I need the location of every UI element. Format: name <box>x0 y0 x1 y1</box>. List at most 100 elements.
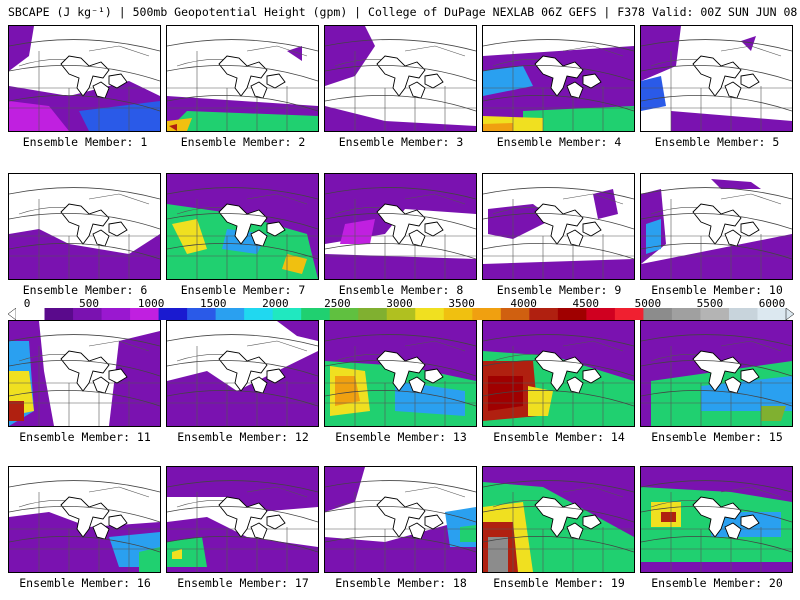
ensemble-map-panel <box>324 320 477 427</box>
geopotential-height-contours <box>641 187 792 260</box>
map-title: SBCAPE (J kg⁻¹) | 500mb Geopotential Hei… <box>8 5 800 19</box>
geopotential-height-contours <box>483 39 634 112</box>
ensemble-map-panel <box>640 173 793 280</box>
cape-map <box>167 39 318 131</box>
ensemble-map-panel <box>8 320 161 427</box>
cape-map <box>325 174 476 279</box>
cape-shading <box>641 76 666 111</box>
cape-map <box>641 467 792 572</box>
geopotential-height-contours <box>641 39 792 112</box>
geopotential-height-contours <box>9 480 160 553</box>
ensemble-map-panel <box>324 466 477 573</box>
geopotential-height-contours <box>167 334 318 407</box>
cape-shading <box>167 467 318 512</box>
colorbar-swatch <box>73 308 103 320</box>
cape-shading <box>593 189 618 219</box>
great-lakes-outline <box>218 55 286 99</box>
colorbar-tick-label: 3000 <box>386 297 413 310</box>
colorbar-swatch <box>557 308 587 320</box>
colorbar-swatch <box>358 308 388 320</box>
colorbar-swatch <box>329 308 359 320</box>
cape-map <box>641 179 792 279</box>
geopotential-height-contours <box>325 480 476 553</box>
great-lakes-outline <box>218 496 286 540</box>
geopotential-height-contours <box>325 187 476 260</box>
cape-shading <box>340 219 375 244</box>
cape-shading <box>483 259 634 279</box>
colorbar-tick-label: 0 <box>23 297 31 310</box>
great-lakes-outline <box>376 350 444 394</box>
cape-map <box>483 187 634 279</box>
cape-map <box>9 187 160 279</box>
colorbar-tick-label: 1500 <box>200 297 227 310</box>
cape-shading <box>701 376 792 411</box>
colorbar-tick-label: 2500 <box>324 297 351 310</box>
great-lakes-outline <box>692 203 760 247</box>
cape-shading <box>9 401 24 421</box>
great-lakes-outline <box>534 496 602 540</box>
geopotential-height-contours <box>641 334 792 407</box>
cape-map <box>325 467 476 572</box>
geopotential-height-contours <box>9 187 160 260</box>
ensemble-map-panel <box>640 466 793 573</box>
colorbar-tick-label: 4000 <box>510 297 537 310</box>
cape-shading <box>641 26 681 81</box>
cape-shading <box>172 549 182 559</box>
cape-shading <box>169 124 177 131</box>
ensemble-map-panel <box>482 466 635 573</box>
colorbar-swatch <box>529 308 559 320</box>
cape-shading <box>325 517 476 572</box>
cape-map <box>9 321 160 426</box>
colorbar-swatch <box>443 308 473 320</box>
colorbar-tick-label: 3500 <box>448 297 475 310</box>
great-lakes-outline <box>534 350 602 394</box>
colorbar-swatch <box>700 308 730 320</box>
cape-shading <box>335 376 360 406</box>
cape-shading <box>741 36 756 51</box>
geopotential-height-contours <box>483 480 634 553</box>
cape-shading <box>277 321 318 341</box>
ensemble-map-panel <box>482 25 635 132</box>
cape-shading <box>761 406 786 421</box>
cape-map <box>641 321 792 426</box>
colorbar-swatch <box>386 308 416 320</box>
great-lakes-outline <box>60 203 128 247</box>
great-lakes-outline <box>376 203 444 247</box>
colorbar-swatch <box>757 308 787 320</box>
ensemble-map-panel <box>640 25 793 132</box>
cape-shading <box>646 219 661 254</box>
great-lakes-outline <box>376 496 444 540</box>
geopotential-height-contours <box>167 480 318 553</box>
ensemble-member-label: Ensemble Member: 7 <box>180 283 306 297</box>
ensemble-map-panel <box>640 320 793 427</box>
cape-shading <box>488 537 508 572</box>
colorbar-tick-label: 1000 <box>137 297 165 310</box>
great-lakes-outline <box>60 350 128 394</box>
colorbar-swatch <box>586 308 616 320</box>
great-lakes-outline <box>534 203 602 247</box>
cape-map <box>483 321 634 426</box>
colorbar-tick-label: 5500 <box>696 297 724 310</box>
colorbar-tick-label: 4500 <box>572 297 600 310</box>
colorbar-swatch <box>16 308 46 320</box>
ensemble-map-panel <box>482 173 635 280</box>
cape-shading <box>325 467 365 512</box>
ensemble-member-label: Ensemble Member: 2 <box>180 135 306 149</box>
ensemble-member-label: Ensemble Member: 19 <box>493 576 625 590</box>
ensemble-member-label: Ensemble Member: 20 <box>651 576 783 590</box>
colorbar-swatch <box>158 308 188 320</box>
great-lakes-outline <box>692 350 760 394</box>
cape-shading <box>488 376 523 411</box>
ensemble-member-label: Ensemble Member: 11 <box>19 430 151 444</box>
ensemble-member-label: Ensemble Member: 5 <box>654 135 780 149</box>
cape-map <box>9 480 160 572</box>
colorbar-swatch <box>44 308 74 320</box>
ensemble-member-label: Ensemble Member: 18 <box>335 576 467 590</box>
colorbar-swatch <box>272 308 302 320</box>
cape-colorbar <box>8 308 794 320</box>
geopotential-height-contours <box>641 480 792 553</box>
ensemble-member-label: Ensemble Member: 16 <box>19 576 151 590</box>
great-lakes-outline <box>692 55 760 99</box>
colorbar-swatch <box>244 308 274 320</box>
geopotential-height-contours <box>167 39 318 112</box>
